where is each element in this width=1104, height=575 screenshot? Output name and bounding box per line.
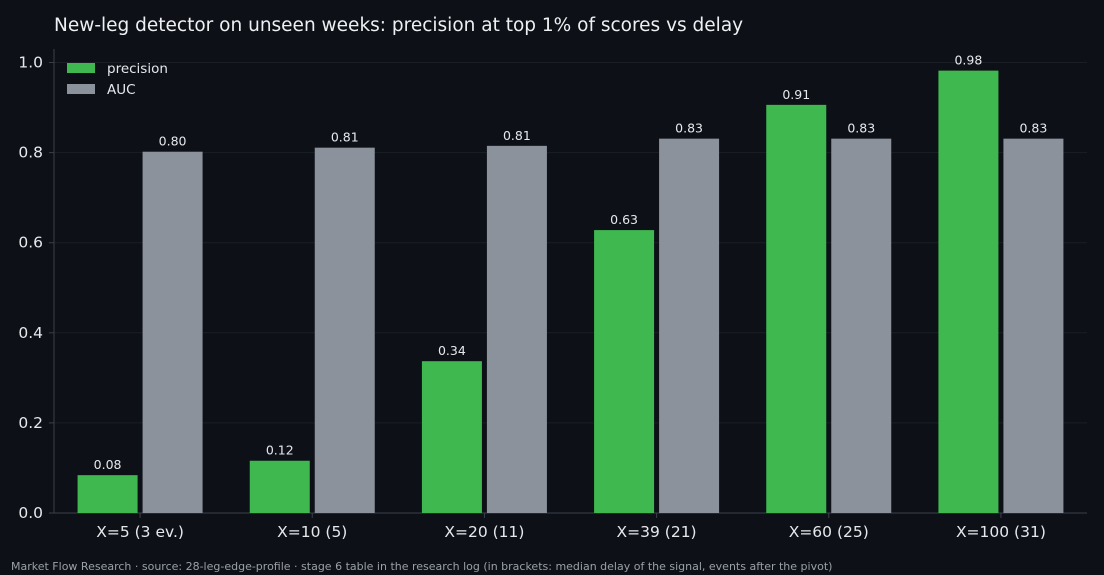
- precision-bar: [249, 460, 310, 513]
- auc-bar: [314, 147, 375, 513]
- x-tick-label: X=60 (25): [789, 523, 869, 541]
- y-tick-label: 0.0: [18, 504, 43, 522]
- data-label: 0.83: [1019, 121, 1047, 136]
- x-tick-label: X=5 (3 ev.): [96, 523, 184, 541]
- legend: precision AUC: [67, 61, 168, 98]
- data-label: 0.81: [503, 128, 531, 143]
- precision-bar: [938, 70, 999, 514]
- y-tick-label: 0.8: [18, 144, 43, 162]
- legend-swatch: [67, 63, 95, 73]
- precision-bar: [766, 104, 827, 513]
- data-label: 0.91: [782, 87, 810, 102]
- data-label: 0.63: [610, 212, 638, 227]
- auc-bar: [659, 138, 720, 513]
- y-tick-label: 0.4: [18, 324, 43, 342]
- y-tick-label: 0.2: [18, 414, 43, 432]
- auc-bar: [831, 138, 892, 513]
- data-label: 0.80: [159, 134, 187, 149]
- data-label: 0.34: [438, 343, 466, 358]
- axes: 0.0 0.2 0.4 0.6 0.8 1.0 X=5 (3 ev.) X=10 (5) X=2…: [18, 49, 1087, 541]
- precision-bar: [77, 475, 138, 513]
- data-label: 0.81: [331, 130, 359, 145]
- grid-lines: [54, 62, 1087, 514]
- legend-label: precision: [107, 61, 168, 77]
- auc-bar: [1003, 138, 1064, 513]
- data-label: 0.83: [847, 121, 875, 136]
- x-tick-label: X=100 (31): [956, 523, 1046, 541]
- data-label: 0.83: [675, 121, 703, 136]
- x-tick-label: X=10 (5): [277, 523, 347, 541]
- legend-swatch: [67, 84, 95, 94]
- data-label: 0.98: [954, 53, 982, 68]
- y-tick-label: 1.0: [18, 54, 43, 72]
- precision-bar: [421, 361, 482, 513]
- source-footnote: Market Flow Research · source: 28-leg-ed…: [11, 560, 833, 573]
- data-label: 0.08: [94, 457, 122, 472]
- data-label: 0.12: [266, 443, 294, 458]
- auc-bar: [142, 151, 203, 513]
- y-tick-label: 0.6: [18, 234, 43, 252]
- x-tick-label: X=20 (11): [444, 523, 524, 541]
- precision-bar: [594, 230, 655, 513]
- legend-label: AUC: [107, 82, 136, 98]
- bars: 0.08 0.80 0.12 0.81 0.34 0.81 0.63 0.83 0.91 0.83…: [77, 53, 1064, 514]
- x-tick-label: X=39 (21): [617, 523, 697, 541]
- auc-bar: [486, 145, 547, 513]
- chart-title: New-leg detector on unseen weeks: precis…: [54, 15, 744, 36]
